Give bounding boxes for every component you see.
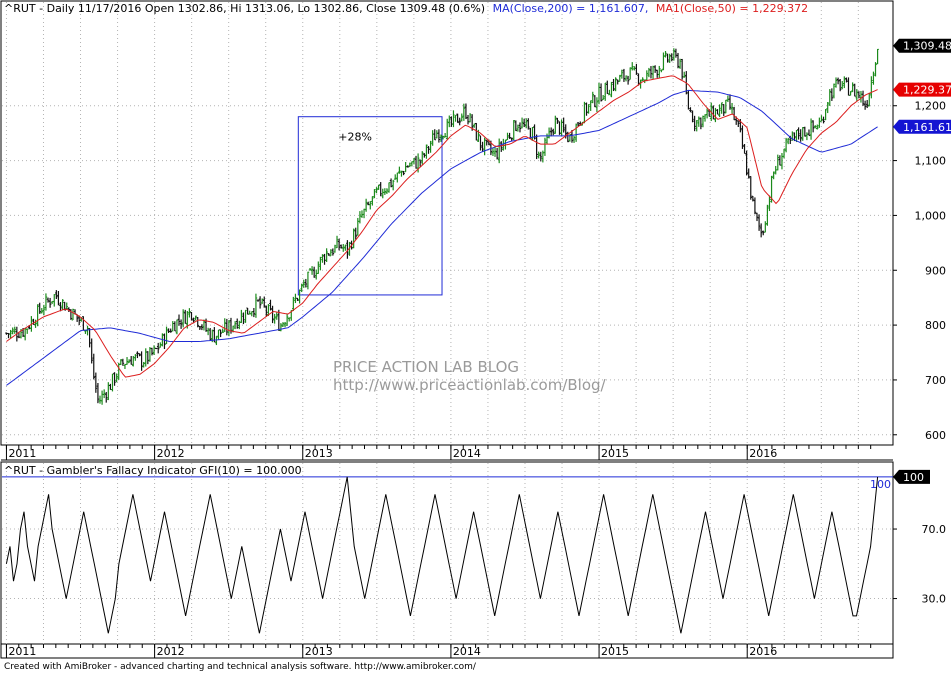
indicator-x-tick-label: 2011 — [8, 645, 36, 658]
price-y-axis: 600 700 800 900 1,000 1,100 1,200 — [893, 100, 946, 442]
indicator-x-axis: 2011 2012 2013 2014 2015 2016 — [5, 644, 872, 658]
close-badge-shape — [893, 38, 951, 53]
ma50-badge: 1,229.37 — [893, 82, 952, 97]
indicator-y-tick-label: 70.0 — [922, 523, 947, 536]
indicator-grid — [2, 463, 893, 644]
ma200-legend: MA(Close,200) = 1,161.607, — [493, 2, 649, 15]
watermark-url: http://www.priceactionlab.com/Blog/ — [333, 376, 607, 394]
price-x-axis: 2011 2012 2013 2014 2015 2016 — [5, 445, 872, 460]
close-badge: 1,309.48 — [893, 38, 952, 53]
annotation-box — [297, 116, 443, 296]
indicator-badge-label: 100 — [903, 471, 924, 484]
price-badges: 1,229.37 1,161.61 1,309.48 — [893, 38, 952, 134]
price-y-tick-label: 1,100 — [915, 155, 947, 168]
indicator-reference-label: 100 — [870, 478, 891, 491]
price-x-tick-label: 2011 — [8, 447, 36, 460]
indicator-y-tick-label: 30.0 — [922, 593, 947, 606]
ma50-legend: MA1(Close,50) = 1,229.372 — [656, 2, 808, 15]
close-badge-label: 1,309.48 — [903, 40, 952, 53]
price-bars — [5, 48, 879, 405]
symbol-info: ^RUT - Daily 11/17/2016 Open 1302.86, Hi… — [4, 2, 485, 15]
price-y-tick-label: 1,000 — [915, 209, 947, 222]
indicator-x-tick-label: 2012 — [157, 645, 185, 658]
ma50-badge-shape — [893, 82, 951, 97]
indicator-badge: 100 — [893, 469, 930, 484]
gfi-line — [5, 476, 879, 634]
indicator-pane-header: ^RUT - Gambler's Fallacy Indicator GFI(1… — [4, 464, 302, 477]
price-x-tick-label: 2014 — [453, 447, 481, 460]
ma50-line — [6, 75, 878, 378]
price-y-tick-label: 600 — [925, 429, 946, 442]
indicator-x-tick-label: 2015 — [601, 645, 629, 658]
indicator-x-tick-label: 2014 — [453, 645, 481, 658]
price-x-tick-label: 2015 — [601, 447, 629, 460]
indicator-x-tick-label: 2016 — [749, 645, 777, 658]
price-x-tick-label: 2016 — [749, 447, 777, 460]
footer-credit: Created with AmiBroker - advanced charti… — [4, 662, 477, 672]
price-x-tick-label: 2012 — [157, 447, 185, 460]
price-grid — [2, 2, 893, 445]
price-y-tick-label: 1,200 — [915, 100, 947, 113]
ma200-line — [6, 89, 878, 386]
ma50-badge-label: 1,229.37 — [903, 84, 952, 97]
price-x-tick-label: 2013 — [305, 447, 333, 460]
indicator-x-tick-label: 2013 — [305, 645, 333, 658]
price-y-tick-label: 900 — [925, 264, 946, 277]
indicator-y-axis: 30.0 70.0 — [893, 523, 946, 606]
indicator-pane-frame — [0, 461, 894, 659]
ma200-badge: 1,161.61 — [893, 119, 952, 134]
price-y-tick-label: 700 — [925, 374, 946, 387]
price-pane-header: ^RUT - Daily 11/17/2016 Open 1302.86, Hi… — [4, 2, 808, 15]
indicator-badge-shape — [893, 469, 930, 484]
ma200-badge-shape — [893, 119, 951, 134]
ma200-badge-label: 1,161.61 — [903, 121, 952, 134]
annotation-label: +28% — [338, 131, 372, 144]
price-y-tick-label: 800 — [925, 319, 946, 332]
watermark-title: PRICE ACTION LAB BLOG — [333, 358, 519, 376]
